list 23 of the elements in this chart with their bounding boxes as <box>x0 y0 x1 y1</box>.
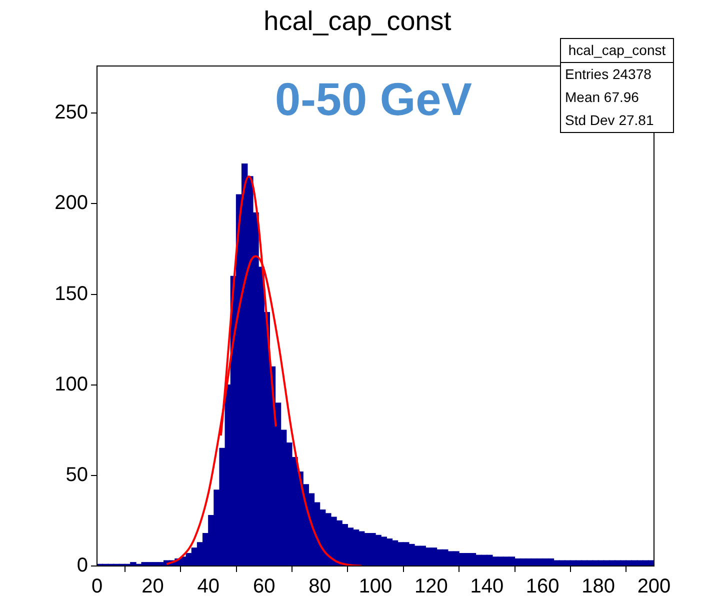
annotation: Mean 67.96 <box>564 88 640 107</box>
x-tick-label: 100 <box>358 576 392 598</box>
y-tick-label: 250 <box>54 102 88 124</box>
x-tick-label: 0 <box>91 576 103 598</box>
annotation: Std Dev 27.81 <box>564 111 655 130</box>
text: hcal_cap_const <box>561 39 673 63</box>
y-tick-label: 0 <box>76 554 88 577</box>
x-tick-label: 80 <box>308 576 331 598</box>
y-tick-label: 200 <box>54 192 88 214</box>
y-tick-label: 150 <box>54 282 88 305</box>
y-tick-label: 100 <box>54 373 88 396</box>
x-tick-label: 120 <box>414 576 448 598</box>
x-tick-label: 40 <box>197 576 220 598</box>
y-tick-label: 50 <box>66 464 88 486</box>
x-tick-label: 20 <box>142 576 164 598</box>
annotation: 0-50 GeV <box>275 72 472 126</box>
chart-title: hcal_cap_const <box>262 6 452 37</box>
annotation: Entries 24378 <box>564 65 652 84</box>
x-tick-label: 180 <box>582 576 615 598</box>
x-tick-label: 60 <box>252 576 276 598</box>
x-tick-label: 140 <box>470 576 504 598</box>
x-tick-label: 160 <box>526 576 560 598</box>
x-tick-label: 200 <box>637 576 671 598</box>
